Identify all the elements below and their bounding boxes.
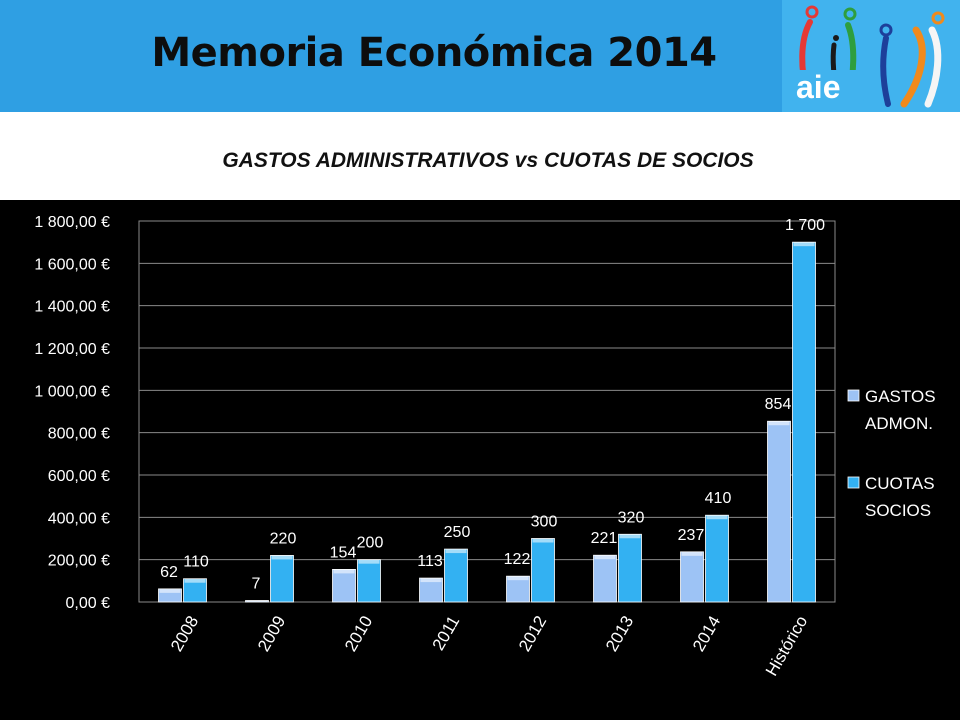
legend-label: GASTOS bbox=[865, 387, 936, 406]
x-tick-label: 2011 bbox=[429, 613, 464, 654]
legend-label: ADMON. bbox=[865, 414, 933, 433]
logo-text: aie bbox=[796, 69, 840, 105]
data-label: 220 bbox=[270, 530, 297, 547]
data-label: 300 bbox=[531, 514, 558, 531]
legend-swatch bbox=[847, 389, 860, 402]
y-tick-label: 0,00 € bbox=[66, 595, 111, 612]
bar-cuotas bbox=[444, 548, 468, 603]
x-tick-label: 2008 bbox=[167, 613, 202, 655]
data-label: 221 bbox=[591, 530, 618, 547]
aie-logo-icon: aie bbox=[792, 5, 945, 108]
bar-cuotas bbox=[357, 559, 381, 603]
bar-cuotas bbox=[792, 241, 816, 603]
y-tick-label: 1 800,00 € bbox=[34, 214, 110, 231]
data-label: 7 bbox=[252, 576, 261, 593]
data-label: 854 bbox=[765, 396, 792, 413]
bar-highlight bbox=[159, 588, 181, 593]
title-band bbox=[0, 112, 960, 200]
bar-highlight bbox=[768, 421, 790, 426]
bar-gastos bbox=[767, 420, 791, 603]
bar-highlight bbox=[681, 551, 703, 556]
data-label: 320 bbox=[618, 509, 645, 526]
y-tick-label: 1 600,00 € bbox=[34, 256, 110, 273]
data-label: 113 bbox=[417, 553, 443, 570]
chart-title: GASTOS ADMINISTRATIVOS vs CUOTAS DE SOCI… bbox=[222, 149, 754, 172]
bar-highlight bbox=[793, 242, 815, 247]
x-tick-label: 2010 bbox=[341, 613, 376, 655]
data-label: 410 bbox=[705, 490, 732, 507]
bar-highlight bbox=[420, 578, 442, 583]
bar-highlight bbox=[445, 549, 467, 554]
bar-highlight bbox=[507, 576, 529, 581]
y-tick-label: 600,00 € bbox=[48, 468, 110, 485]
data-label: 62 bbox=[160, 564, 178, 581]
bar-gastos bbox=[680, 551, 704, 603]
bar-highlight bbox=[271, 555, 293, 560]
bar-highlight bbox=[246, 600, 268, 602]
bar-chart: 0,00 € 200,00 € 400,00 € 600,00 € 800,00 € 1 … bbox=[34, 214, 936, 680]
bar-gastos bbox=[332, 569, 356, 603]
data-label: 122 bbox=[504, 551, 531, 568]
bar-highlight bbox=[333, 569, 355, 574]
y-tick-label: 200,00 € bbox=[48, 553, 110, 570]
bar-cuotas bbox=[618, 533, 642, 603]
x-tick-label: Histórico bbox=[762, 613, 812, 680]
legend-label: CUOTAS bbox=[865, 474, 935, 493]
bar-highlight bbox=[619, 534, 641, 539]
bar-cuotas bbox=[531, 538, 555, 603]
bar-highlight bbox=[184, 578, 206, 583]
bar-highlight bbox=[532, 538, 554, 543]
y-tick-label: 1 000,00 € bbox=[34, 383, 110, 400]
x-tick-label: 2013 bbox=[602, 613, 637, 655]
y-tick-label: 1 200,00 € bbox=[34, 341, 110, 358]
bar-highlight bbox=[594, 555, 616, 560]
bar-highlight bbox=[358, 559, 380, 564]
plot-frame bbox=[138, 220, 836, 603]
y-tick-label: 400,00 € bbox=[48, 510, 110, 527]
data-label: 200 bbox=[357, 535, 384, 552]
legend-swatch bbox=[847, 476, 860, 489]
bar-highlight bbox=[706, 515, 728, 520]
bar-cuotas bbox=[705, 514, 729, 603]
data-label: 110 bbox=[183, 554, 209, 571]
header-bar: Memoria Económica 2014 aie bbox=[0, 0, 960, 112]
data-label: 154 bbox=[330, 544, 357, 561]
bar-gastos bbox=[593, 554, 617, 603]
x-tick-label: 2009 bbox=[254, 613, 289, 655]
x-tick-label: 2014 bbox=[689, 613, 724, 655]
x-tick-label: 2012 bbox=[515, 613, 550, 655]
bar-cuotas bbox=[270, 555, 294, 603]
y-tick-label: 800,00 € bbox=[48, 426, 110, 443]
aie-logo: aie bbox=[782, 0, 960, 112]
data-label: 237 bbox=[678, 527, 705, 544]
legend-label: SOCIOS bbox=[865, 501, 931, 520]
page-title: Memoria Económica 2014 bbox=[151, 30, 717, 76]
data-label: 250 bbox=[444, 524, 471, 541]
bar-gastos bbox=[506, 575, 530, 603]
y-tick-label: 1 400,00 € bbox=[34, 299, 110, 316]
data-label: 1 700 bbox=[785, 217, 825, 234]
